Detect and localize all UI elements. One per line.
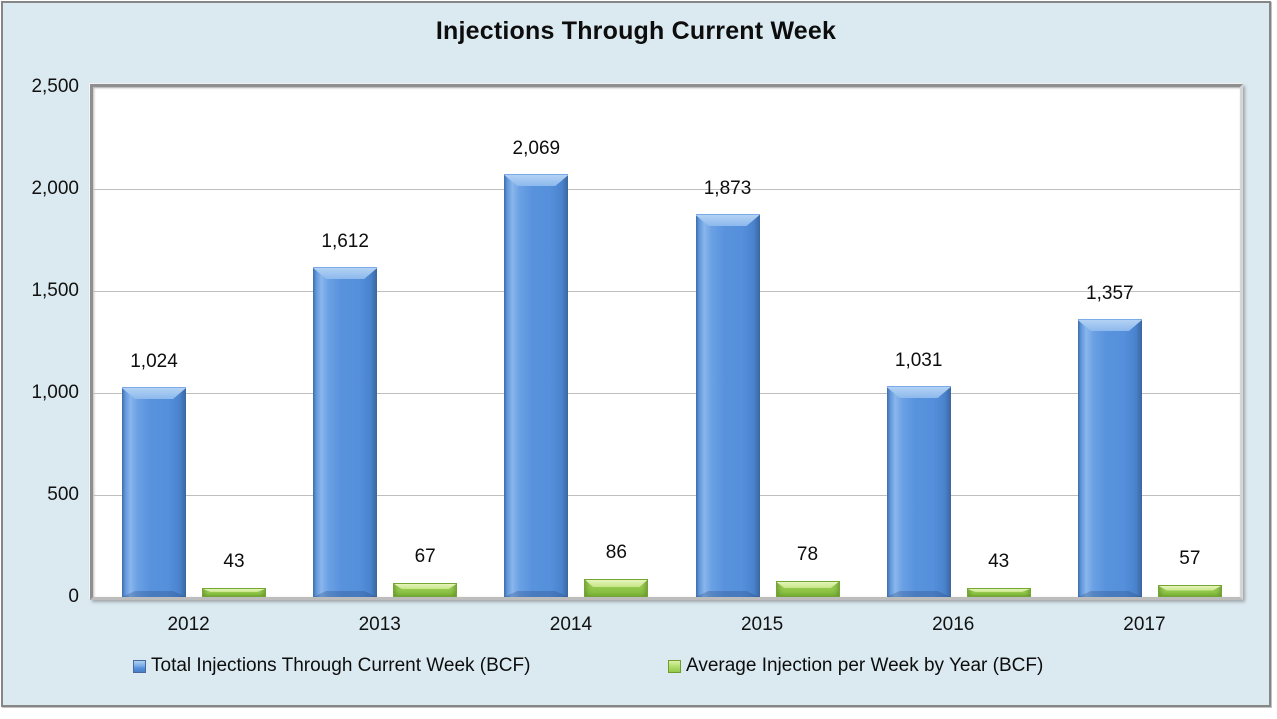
y-axis-tick-label: 0 [68, 586, 79, 607]
bar-total-injections [504, 174, 569, 597]
bar-value-label: 1,031 [894, 350, 943, 371]
chart-frame: Injections Through Current Week 1,024 1,6… [1, 1, 1271, 707]
bar-value-label: 43 [223, 551, 245, 572]
y-axis-tick-label: 2,000 [31, 178, 79, 199]
legend-marker-blue-icon [133, 659, 146, 673]
bar-average-injection [393, 583, 458, 597]
bar-value-label: 2,069 [512, 138, 561, 159]
plot-area: 1,024 1,612 2,069 1,873 1,031 1,357 43 67 86 78 43… [90, 84, 1243, 600]
legend-item: Average Injection per Week by Year (BCF) [668, 653, 1043, 679]
bar-average-injection [775, 581, 840, 597]
y-axis-tick-label: 500 [47, 484, 79, 505]
x-axis-label: 2016 [932, 614, 975, 635]
bar-value-label: 78 [796, 544, 819, 565]
x-axis-label: 2013 [358, 614, 401, 635]
bar-value-label: 57 [1179, 548, 1201, 569]
y-axis-tick-label: 1,500 [31, 280, 79, 301]
y-axis-tick-label: 2,500 [31, 76, 79, 97]
gridline [93, 87, 1240, 88]
bar-total-injections [886, 386, 951, 597]
legend-item: Total Injections Through Current Week (B… [133, 653, 530, 679]
bar-average-injection [1157, 585, 1222, 597]
bar-value-label: 67 [414, 546, 436, 567]
bar-value-label: 1,873 [703, 178, 752, 199]
legend-label: Total Injections Through Current Week (B… [151, 655, 531, 676]
legend-marker-green-icon [668, 659, 681, 673]
bar-value-label: 86 [605, 542, 627, 563]
bar-value-label: 1,024 [130, 351, 178, 372]
legend-label: Average Injection per Week by Year (BCF) [686, 655, 1044, 676]
bar-total-injections [313, 267, 378, 597]
gridline [93, 495, 1240, 496]
bar-total-injections [1077, 319, 1142, 597]
bar-average-injection [584, 579, 649, 597]
bar-value-label: 43 [988, 551, 1010, 572]
x-axis-label: 2012 [167, 614, 210, 635]
gridline [93, 189, 1240, 190]
y-axis-tick-label: 1,000 [31, 382, 79, 403]
bar-total-injections [695, 214, 760, 597]
x-axis-label: 2014 [549, 614, 593, 635]
bar-value-label: 1,357 [1086, 283, 1134, 304]
chart-title: Injections Through Current Week [435, 17, 837, 45]
gridline [93, 291, 1240, 292]
x-axis-label: 2017 [1123, 614, 1166, 635]
bar-total-injections [122, 387, 186, 597]
bar-value-label: 1,612 [321, 231, 369, 252]
x-axis-label: 2015 [740, 614, 784, 635]
gridline [93, 393, 1240, 394]
bar-average-injection [202, 588, 266, 597]
bar-average-injection [966, 588, 1031, 597]
